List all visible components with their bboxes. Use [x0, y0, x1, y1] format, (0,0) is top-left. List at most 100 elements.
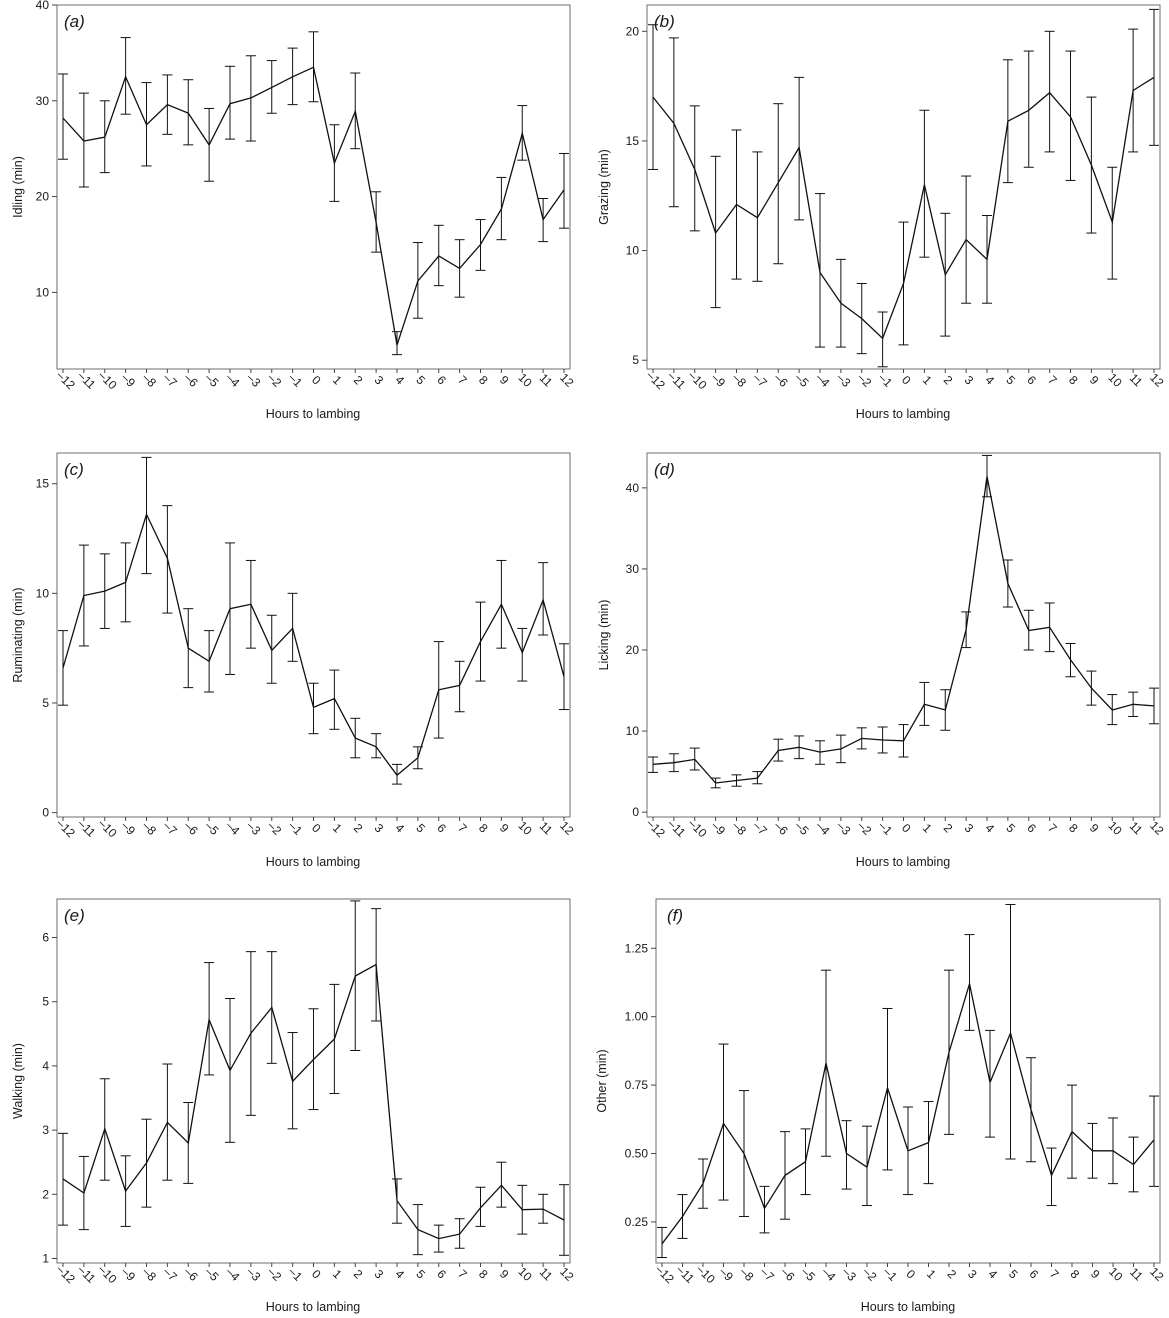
x-tick-label: –12	[54, 1262, 78, 1286]
chart-marks: 0.250.500.751.001.25–12–11–10–9 –8 –7 –6 –5–…	[625, 903, 1167, 1286]
x-tick-label: 3	[965, 1267, 980, 1282]
panel-f-other: (f) Other (min) Hours to lambing 0.25 0.5…	[595, 898, 1167, 1314]
x-tick-label: 7	[455, 1267, 470, 1282]
x-tick-label: 6	[434, 373, 449, 388]
y-tick-label: 15	[36, 477, 50, 491]
x-tick-label: –8	[737, 1264, 757, 1284]
panel-label: (d)	[654, 460, 675, 479]
x-tick-label: 8	[1068, 1267, 1083, 1282]
x-tick-label: –4	[813, 818, 833, 838]
x-axis-title: Hours to lambing	[856, 855, 951, 869]
x-axis-title: Hours to lambing	[266, 855, 361, 869]
x-tick-label: –3	[834, 818, 854, 838]
x-tick-label: 10	[1105, 370, 1125, 390]
x-tick-label: –1	[876, 818, 896, 838]
y-tick-label: 0	[42, 806, 49, 820]
x-tick-label: 7	[1045, 821, 1060, 836]
x-tick-label: 6	[434, 1267, 449, 1282]
x-tick-label: –2	[855, 370, 875, 390]
x-tick-label: 12	[557, 1264, 577, 1284]
x-tick-label: 1	[924, 1267, 939, 1282]
x-tick-label: –1	[881, 1264, 901, 1284]
x-tick-label: 8	[476, 373, 491, 388]
y-tick-label: 4	[42, 1059, 49, 1073]
x-tick-label: –5	[792, 370, 812, 390]
x-tick-label: 12	[557, 370, 577, 390]
x-tick-label: –9	[717, 1264, 737, 1284]
x-tick-label: –11	[75, 368, 99, 392]
x-tick-label: –7	[161, 1264, 181, 1284]
x-tick-label: –7	[751, 370, 771, 390]
x-tick-label: 6	[1024, 821, 1039, 836]
x-tick-label: –3	[244, 370, 264, 390]
x-tick-label: –9	[119, 370, 139, 390]
x-tick-label: –12	[54, 368, 78, 392]
x-tick-label: 7	[1047, 1267, 1062, 1282]
panel-c-ruminating: (c) Ruminating (min) Hours to lambing 0 5…	[11, 452, 577, 869]
x-tick-label: 6	[1024, 373, 1039, 388]
y-tick-label: 15	[626, 134, 640, 148]
x-tick-label: –1	[876, 370, 896, 390]
x-tick-label: –10	[96, 368, 120, 392]
x-tick-label: 7	[455, 821, 470, 836]
y-axis-title: Ruminating (min)	[11, 587, 25, 682]
x-tick-label: 4	[393, 821, 408, 836]
panel-e-walking: (e) Walking (min) Hours to lambing 12345…	[11, 898, 577, 1314]
x-tick-label: –12	[644, 816, 668, 840]
x-tick-label: –10	[694, 1262, 718, 1286]
panel-label: (e)	[64, 906, 85, 925]
y-tick-label: 3	[42, 1123, 49, 1137]
x-tick-label: 1	[330, 1267, 345, 1282]
x-tick-label: 11	[1127, 1265, 1146, 1284]
x-tick-label: –12	[54, 816, 78, 840]
x-tick-label: 5	[1003, 821, 1018, 836]
y-axis-title: Walking (min)	[11, 1043, 25, 1119]
x-tick-label: –8	[730, 370, 750, 390]
y-axis-title: Idling (min)	[11, 156, 25, 218]
x-tick-label: –6	[771, 818, 791, 838]
y-tick-label: 20	[36, 190, 50, 204]
y-tick-label: 0.50	[625, 1147, 649, 1161]
x-tick-label: 10	[515, 370, 535, 390]
x-tick-label: 2	[351, 1267, 366, 1282]
x-tick-label: 4	[983, 821, 998, 836]
x-tick-label: 1	[330, 373, 345, 388]
x-tick-label: 1	[920, 821, 935, 836]
x-tick-label: 5	[1006, 1267, 1021, 1282]
x-tick-label: 2	[351, 821, 366, 836]
x-tick-label: 11	[537, 371, 556, 390]
y-tick-label: 6	[42, 931, 49, 945]
x-tick-label: 3	[962, 821, 977, 836]
x-tick-label: –4	[223, 818, 243, 838]
x-tick-label: –3	[834, 370, 854, 390]
series-line-mean	[62, 512, 565, 777]
x-tick-label: –5	[202, 1264, 222, 1284]
x-tick-label: –6	[181, 370, 201, 390]
panel-a-idling: (a) Idling (min) Hours to lambing 102030…	[11, 0, 577, 421]
x-tick-label: 11	[537, 1265, 556, 1284]
x-tick-label: 8	[1066, 373, 1081, 388]
x-tick-label: –2	[855, 818, 875, 838]
x-tick-label: –6	[778, 1264, 798, 1284]
x-tick-label: –8	[140, 370, 160, 390]
x-tick-label: –12	[644, 368, 668, 392]
x-tick-label: 9	[497, 1267, 512, 1282]
x-tick-label: 8	[476, 1267, 491, 1282]
x-axis-title: Hours to lambing	[861, 1300, 956, 1314]
y-tick-label: 20	[626, 643, 640, 657]
x-axis-title: Hours to lambing	[856, 407, 951, 421]
panel-label: (f)	[667, 906, 683, 925]
x-tick-label: 6	[434, 821, 449, 836]
x-axis-title: Hours to lambing	[266, 1300, 361, 1314]
x-tick-label: –11	[665, 816, 689, 840]
x-tick-label: –7	[161, 818, 181, 838]
x-tick-label: –6	[181, 1264, 201, 1284]
y-tick-label: 2	[42, 1187, 49, 1201]
y-tick-label: 0	[632, 805, 639, 819]
series-line-mean	[661, 983, 1155, 1245]
x-tick-label: 10	[515, 1264, 535, 1284]
x-tick-label: –4	[223, 370, 243, 390]
